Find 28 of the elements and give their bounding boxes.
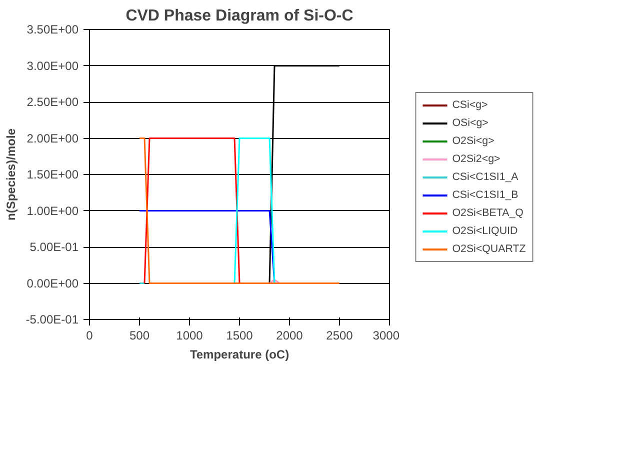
legend-label: O2Si<g>: [452, 135, 494, 147]
y-axis-title: n(Species)/mole: [4, 128, 18, 221]
x-tick-label: 0: [86, 328, 94, 342]
x-tick-label: 2500: [326, 328, 354, 342]
legend-label: CSi<C1SI1_B: [452, 189, 518, 201]
y-tick-label: 3.50E+00: [26, 22, 79, 36]
x-tick-label: 1000: [176, 328, 204, 342]
legend-label: O2Si<BETA_Q: [452, 207, 524, 219]
legend-label: CSi<C1SI1_A: [452, 171, 518, 183]
legend-label: O2Si<LIQUID: [452, 225, 518, 237]
x-axis-title: Temperature (oC): [190, 348, 290, 362]
legend-label: O2Si2<g>: [452, 153, 500, 165]
y-tick-label: 0.00E+00: [26, 276, 79, 290]
y-tick-label: 2.50E+00: [26, 95, 79, 109]
y-tick-label: 5.00E-01: [30, 240, 79, 254]
y-tick-label: 1.50E+00: [26, 168, 79, 182]
y-tick-label: 2.00E+00: [26, 131, 79, 146]
chart-title: CVD Phase Diagram of Si-O-C: [126, 8, 354, 24]
y-tick-label: 1.00E+00: [26, 204, 79, 218]
legend-label: OSi<g>: [452, 117, 488, 129]
x-tick-label: 3000: [372, 328, 400, 342]
x-tick-label: 2000: [276, 328, 304, 342]
x-tick-label: 500: [129, 328, 150, 342]
y-tick-label: 3.00E+00: [26, 58, 79, 73]
x-tick-label: 1500: [226, 328, 254, 342]
legend-label: O2Si<QUARTZ: [452, 243, 526, 255]
y-tick-label: -5.00E-01: [26, 312, 79, 326]
legend-label: CSi<g>: [452, 99, 488, 111]
